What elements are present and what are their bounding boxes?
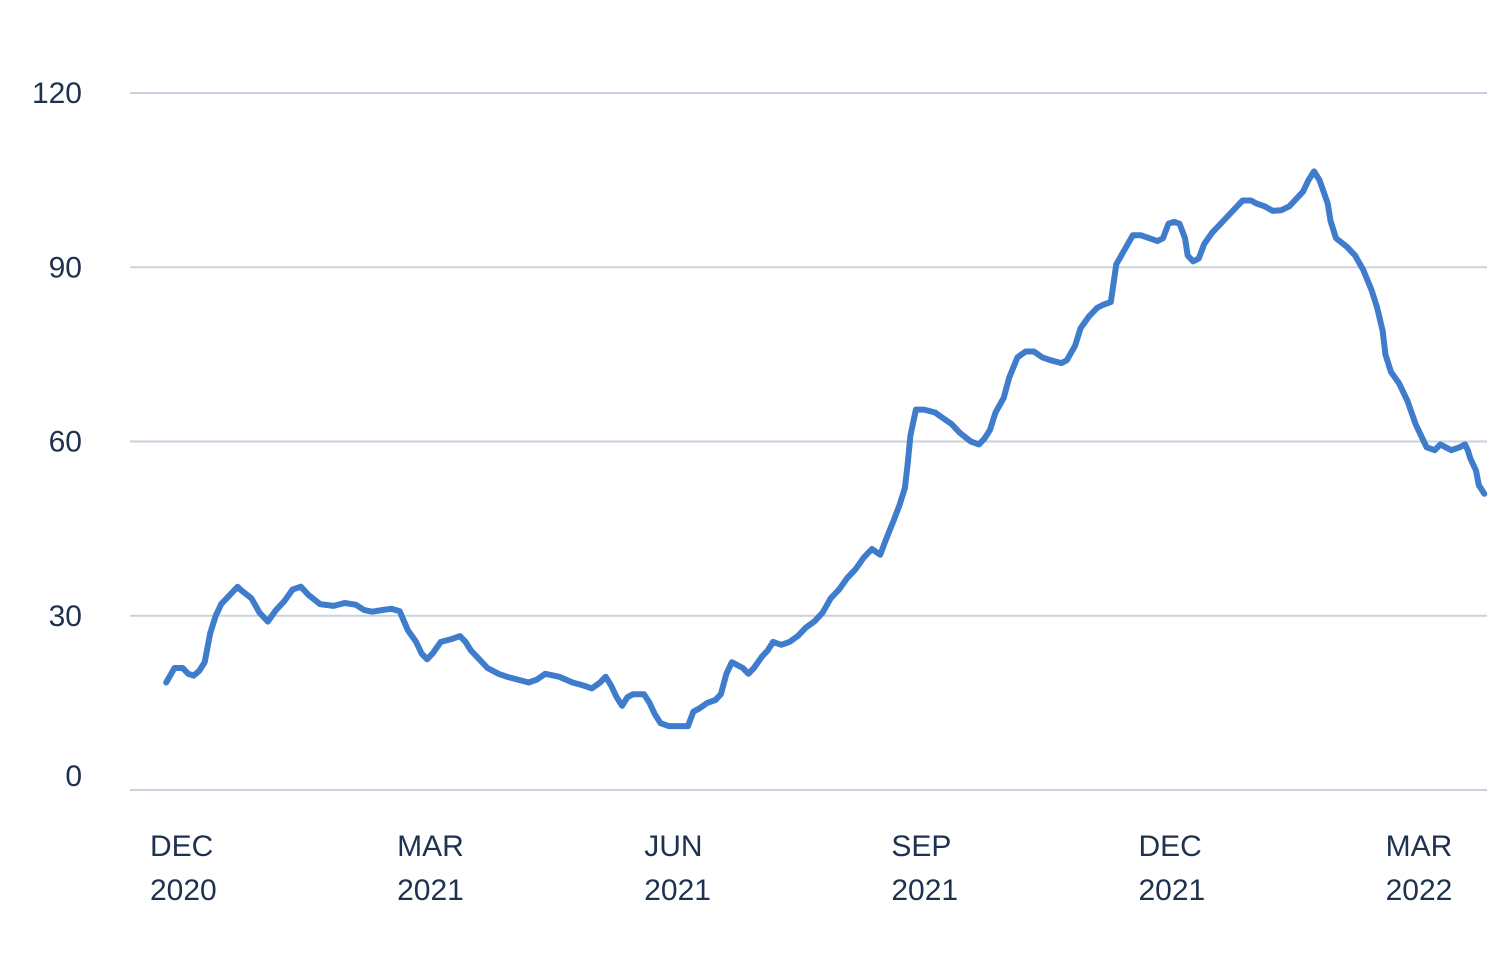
x-axis-tick-labels: DEC 2020 MAR 2021 JUN 2021 SEP 2021 DEC 2021 MAR 20…: [150, 830, 1452, 907]
x-tick-label-month: SEP: [891, 830, 951, 863]
y-tick-label: 60: [49, 426, 82, 459]
x-tick-label-year: 2022: [1386, 874, 1453, 907]
x-tick-label-year: 2020: [150, 874, 217, 907]
x-tick-label: MAR 2022: [1386, 830, 1453, 907]
x-tick-label: MAR 2021: [397, 830, 464, 907]
x-tick-label-month: DEC: [150, 830, 213, 863]
x-tick-label: DEC 2021: [1139, 830, 1206, 907]
x-tick-label-year: 2021: [891, 874, 958, 907]
x-tick-label: JUN 2021: [644, 830, 711, 907]
x-tick-label-year: 2021: [1139, 874, 1206, 907]
y-tick-label: 90: [49, 251, 82, 284]
series-line: [163, 168, 1488, 730]
x-tick-label-year: 2021: [397, 874, 464, 907]
series-group: [163, 168, 1488, 730]
x-tick-label: DEC 2020: [150, 830, 217, 907]
x-tick-label-month: MAR: [1386, 830, 1453, 863]
y-tick-label: 30: [49, 600, 82, 633]
y-tick-label: 0: [65, 760, 82, 793]
y-axis-tick-labels: 0 30 60 90 120: [32, 77, 82, 793]
x-tick-label-month: MAR: [397, 830, 464, 863]
x-tick-label-year: 2021: [644, 874, 711, 907]
x-tick-label-month: DEC: [1139, 830, 1202, 863]
y-tick-label: 120: [32, 77, 82, 110]
y-gridlines: [130, 92, 1487, 791]
x-tick-label-month: JUN: [644, 830, 702, 863]
x-tick-label: SEP 2021: [891, 830, 958, 907]
